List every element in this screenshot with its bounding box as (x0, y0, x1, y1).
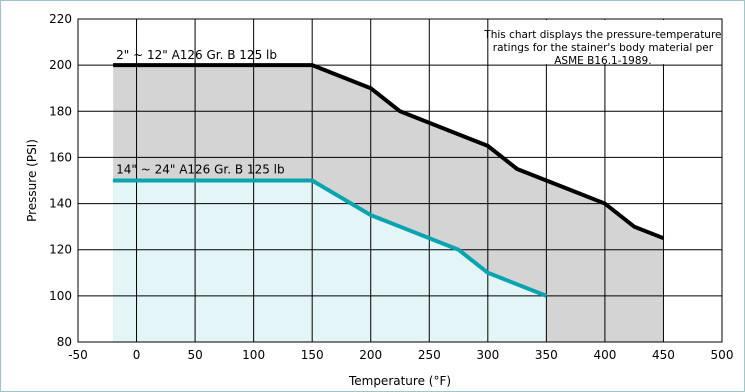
data-point-0-0 (112, 64, 114, 66)
data-point-1-4 (487, 272, 489, 274)
x-tick-label: 0 (133, 348, 141, 362)
data-point-0-7 (545, 180, 547, 181)
data-point-0-10 (633, 226, 635, 228)
data-point-0-1 (311, 64, 313, 66)
plot-area-border (77, 18, 723, 343)
data-point-0-8 (575, 191, 577, 193)
data-point-1-1 (311, 180, 313, 181)
x-tick-labels: -50 0 50 100 150 200 250 300 350 400 450 500 (68, 348, 733, 362)
data-point-0-6 (516, 168, 518, 170)
y-tick-label: 220 (49, 12, 72, 26)
data-point-0-11 (662, 237, 664, 239)
y-axis-title: Pressure (PSI) (25, 139, 39, 222)
data-point-1-0 (112, 180, 114, 181)
y-tick-label: 160 (49, 150, 72, 164)
y-tick-label: 200 (49, 58, 72, 72)
series-fill-1 (113, 180, 547, 342)
note-line-1: This chart displays the pressure-tempera… (483, 29, 721, 41)
series-label-14-24: 14" ~ 24" A126 Gr. B 125 lb (116, 163, 284, 177)
x-tick-label: 500 (711, 348, 734, 362)
note-box (488, 20, 721, 65)
y-tick-label: 80 (57, 335, 72, 349)
data-point-0-2 (370, 87, 372, 89)
x-axis-title: Temperature (°F) (348, 374, 451, 388)
series-lines (112, 63, 665, 298)
x-tick-label: 400 (593, 348, 616, 362)
data-point-1-5 (545, 295, 547, 297)
data-point-0-5 (487, 145, 489, 147)
y-tick-label: 100 (49, 289, 72, 303)
series-line-0 (113, 63, 665, 241)
note-line-3: ASME B16.1-1989. (554, 55, 651, 67)
x-tick-label: 150 (301, 348, 324, 362)
data-point-1-2 (370, 214, 372, 216)
x-tick-label: 100 (242, 348, 265, 362)
series-line-1 (113, 178, 548, 298)
y-tick-label: 180 (49, 104, 72, 118)
data-point-1-3 (458, 249, 460, 251)
x-tick-label: 250 (418, 348, 441, 362)
data-point-0-3 (399, 110, 401, 112)
x-tick-label: 50 (187, 348, 202, 362)
data-point-0-9 (604, 203, 606, 205)
series-label-2-12: 2" ~ 12" A126 Gr. B 125 lb (116, 48, 277, 62)
y-tick-label: 140 (49, 197, 72, 211)
data-point-0-4 (458, 133, 460, 135)
x-tick-label: 350 (535, 348, 558, 362)
y-tick-labels: 80 100 120 140 160 180 200 220 (49, 12, 72, 349)
x-tick-label: -50 (68, 348, 88, 362)
note-line-2: ratings for the stainer's body material … (493, 42, 714, 54)
x-tick-label: 450 (652, 348, 675, 362)
y-tick-label: 120 (49, 243, 72, 257)
x-tick-label: 300 (476, 348, 499, 362)
x-tick-label: 200 (359, 348, 382, 362)
